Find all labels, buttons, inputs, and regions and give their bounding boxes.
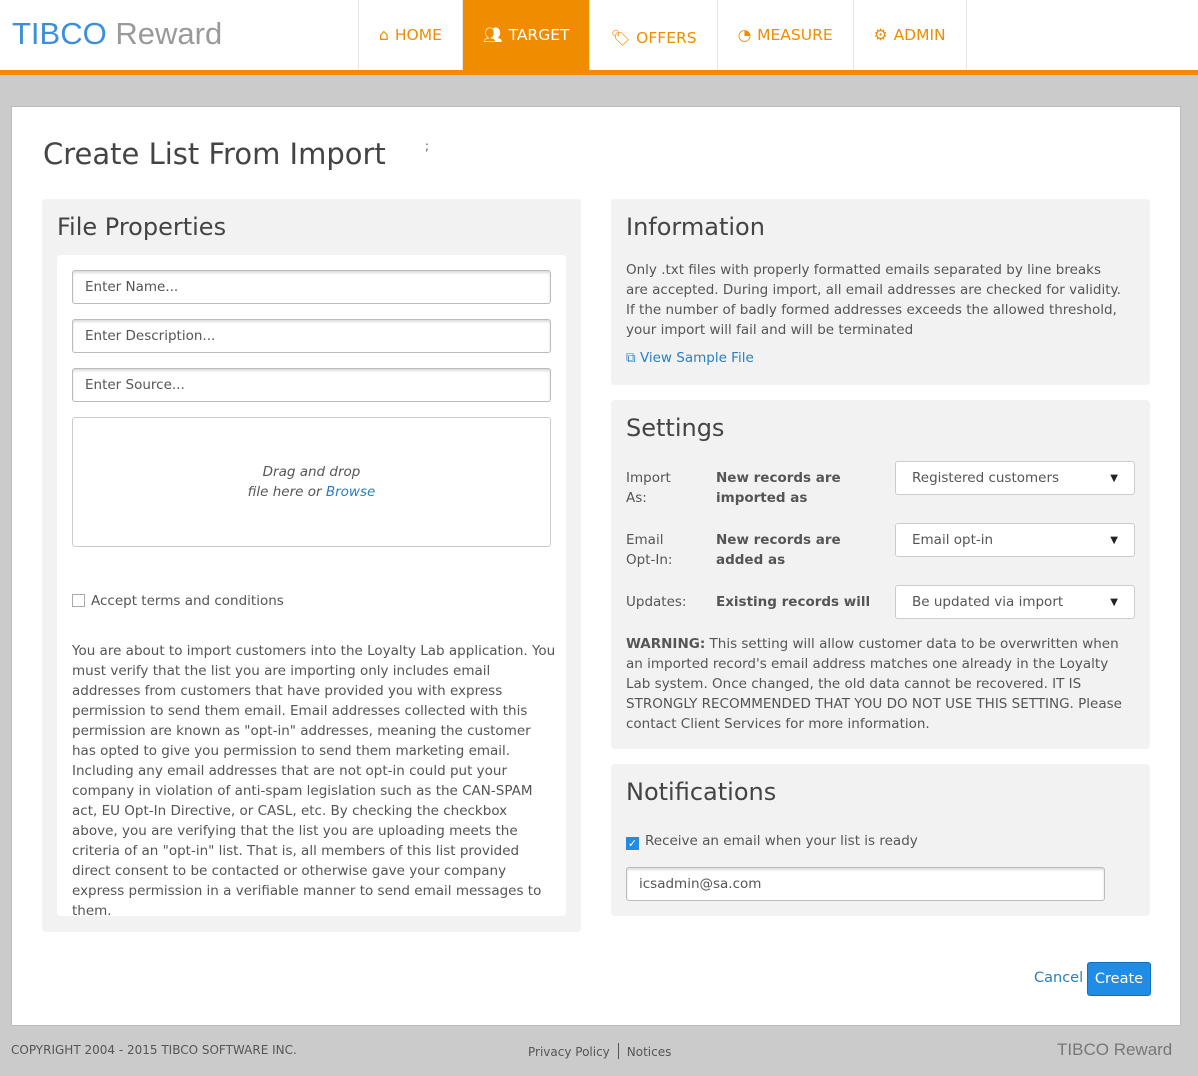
top-header: TIBCO Reward ⌂ HOME 👥︎ TARGET 🏷︎ OFFERS ◔ ME… <box>0 0 1198 70</box>
copyright: COPYRIGHT 2004 - 2015 TIBCO SOFTWARE INC… <box>11 1043 297 1057</box>
notices-link[interactable]: Notices <box>626 1045 672 1059</box>
external-file-icon: ⧉ <box>626 350 636 366</box>
notifications-panel: Notifications ✓ Receive an email when you… <box>611 764 1150 916</box>
caret-down-icon: ▼ <box>1110 534 1118 546</box>
users-icon: 👥︎ <box>482 26 503 44</box>
cogs-icon: ⚙ <box>873 26 888 44</box>
tibco-reward-logo[interactable]: TIBCO Reward <box>12 16 223 51</box>
setting-description: Existing records will <box>716 594 871 610</box>
main-nav: ⌂ HOME 👥︎ TARGET 🏷︎ OFFERS ◔ MEASURE ⚙ ADMIN <box>358 0 967 70</box>
warning-text: WARNING: This setting will allow custome… <box>626 636 1122 732</box>
footer-logo: TIBCO Reward <box>1057 1040 1173 1059</box>
file-form: Enter Name... Enter Description... Enter… <box>57 255 566 919</box>
home-icon: ⌂ <box>379 26 389 44</box>
setting-label: Updates: <box>626 594 687 610</box>
information-panel: Information Only .txt files with properl… <box>611 199 1150 385</box>
page-title: Create List From Import <box>43 137 386 171</box>
receive-email-checkbox[interactable]: ✓ <box>626 837 639 850</box>
section-title: File Properties <box>57 213 227 241</box>
accept-terms[interactable]: Accept terms and conditions <box>72 593 284 609</box>
accent-bar <box>0 70 1198 75</box>
tags-icon: 🏷︎ <box>610 29 631 47</box>
stray-text: ; <box>425 139 430 153</box>
information-text: Only .txt files with properly formatted … <box>626 262 1121 338</box>
setting-description: New records are added as <box>716 532 841 568</box>
updates-select[interactable]: Be updated via import ▼ <box>895 585 1135 619</box>
privacy-policy-link[interactable]: Privacy Policy <box>528 1045 610 1059</box>
file-drop-zone[interactable]: Drag and drop file here or Browse <box>72 417 551 547</box>
settings-panel: Settings Import As: New records are import… <box>611 400 1150 749</box>
caret-down-icon: ▼ <box>1110 472 1118 484</box>
file-properties-panel: File Properties Enter Name... Enter Desc… <box>42 199 581 932</box>
browse-link[interactable]: Browse <box>325 484 376 500</box>
nav-home[interactable]: ⌂ HOME <box>358 0 462 70</box>
nav-offers[interactable]: 🏷︎ OFFERS <box>589 0 716 70</box>
source-input[interactable]: Enter Source... <box>72 368 551 402</box>
setting-label: Email Opt-In: <box>626 532 673 568</box>
nav-target[interactable]: 👥︎ TARGET <box>461 0 590 70</box>
description-input[interactable]: Enter Description... <box>72 319 551 353</box>
caret-down-icon: ▼ <box>1110 596 1118 608</box>
footer-links: Privacy Policy Notices <box>528 1043 671 1059</box>
notification-email-input[interactable]: icsadmin@sa.com <box>626 867 1105 901</box>
dashboard-icon: ◔ <box>737 26 752 44</box>
import-as-select[interactable]: Registered customers ▼ <box>895 461 1135 495</box>
cancel-button[interactable]: Cancel <box>1034 970 1084 986</box>
email-opt-in-select[interactable]: Email opt-in ▼ <box>895 523 1135 557</box>
terms-text: You are about to import customers into t… <box>72 643 556 919</box>
view-sample-file-link[interactable]: ⧉ View Sample File <box>626 350 754 366</box>
create-button[interactable]: Create <box>1087 962 1151 996</box>
name-input[interactable]: Enter Name... <box>72 270 551 304</box>
section-title: Notifications <box>626 778 777 806</box>
accept-terms-checkbox[interactable] <box>72 594 85 607</box>
section-title: Information <box>626 213 765 241</box>
nav-admin[interactable]: ⚙ ADMIN <box>852 0 967 70</box>
setting-description: New records are imported as <box>716 470 841 506</box>
content-panel: Create List From Import ; File Propertie… <box>11 106 1181 1026</box>
nav-measure[interactable]: ◔ MEASURE <box>716 0 853 70</box>
setting-label: Import As: <box>626 470 671 506</box>
receive-email-option[interactable]: ✓ Receive an email when your list is read… <box>626 833 918 850</box>
section-title: Settings <box>626 414 725 442</box>
